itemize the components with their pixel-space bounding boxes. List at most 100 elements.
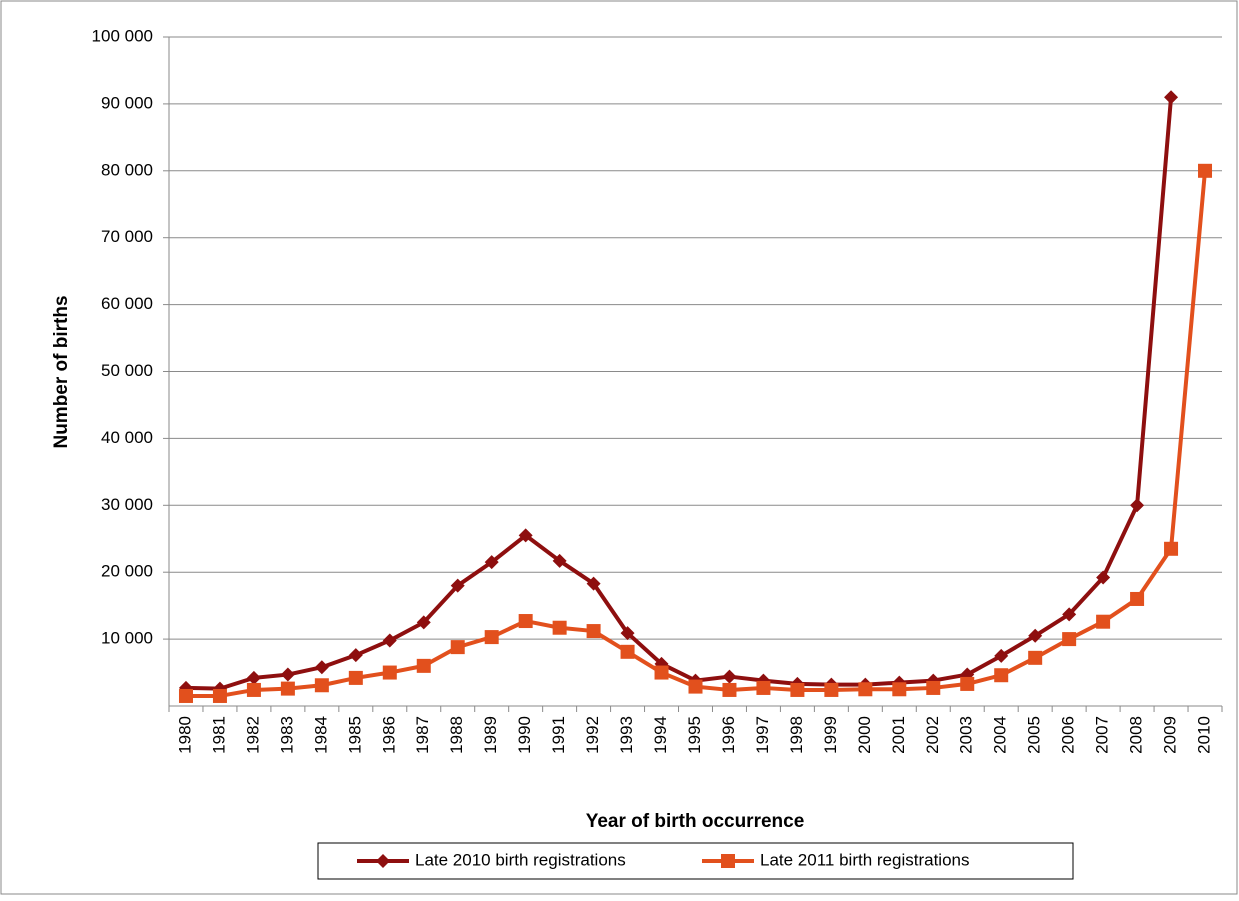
data-point bbox=[620, 626, 635, 641]
data-point bbox=[994, 648, 1009, 663]
x-tick-label: 1981 bbox=[209, 716, 228, 754]
data-point bbox=[416, 658, 431, 673]
y-tick-label: 80 000 bbox=[101, 160, 153, 179]
data-point bbox=[450, 640, 465, 655]
data-point bbox=[1130, 498, 1145, 513]
x-tick-label: 1983 bbox=[277, 716, 296, 754]
y-tick-label: 10 000 bbox=[101, 629, 153, 648]
data-point bbox=[586, 624, 601, 639]
data-point bbox=[518, 528, 533, 543]
y-tick-label: 30 000 bbox=[101, 495, 153, 514]
y-tick-label: 20 000 bbox=[101, 562, 153, 581]
data-point bbox=[382, 665, 397, 680]
x-tick-label: 2007 bbox=[1093, 716, 1112, 754]
x-tick-label: 1990 bbox=[515, 716, 534, 754]
data-point bbox=[994, 668, 1009, 683]
data-point bbox=[416, 615, 431, 630]
x-tick-label: 1993 bbox=[617, 716, 636, 754]
data-point bbox=[246, 670, 261, 685]
data-point bbox=[586, 576, 601, 591]
legend-marker bbox=[376, 854, 390, 868]
data-point bbox=[1130, 591, 1145, 606]
data-point bbox=[1096, 614, 1111, 629]
y-tick-label: 40 000 bbox=[101, 428, 153, 447]
x-tick-label: 1999 bbox=[821, 716, 840, 754]
x-tick-label: 1991 bbox=[549, 716, 568, 754]
x-tick-label: 1992 bbox=[583, 716, 602, 754]
x-tick-label: 2010 bbox=[1195, 716, 1214, 754]
y-axis-title: Number of births bbox=[51, 295, 72, 448]
legend-marker bbox=[721, 854, 735, 868]
data-point bbox=[246, 682, 261, 697]
x-tick-label: 1988 bbox=[447, 716, 466, 754]
x-tick-label: 1980 bbox=[175, 716, 194, 754]
x-tick-label: 1989 bbox=[481, 716, 500, 754]
data-point bbox=[1164, 90, 1179, 105]
data-point bbox=[620, 644, 635, 659]
x-tick-label: 2009 bbox=[1161, 716, 1180, 754]
y-tick-label: 70 000 bbox=[101, 227, 153, 246]
y-tick-label: 60 000 bbox=[101, 294, 153, 313]
data-point bbox=[484, 630, 499, 645]
data-point bbox=[314, 678, 329, 693]
data-point bbox=[484, 555, 499, 570]
x-tick-label: 2001 bbox=[889, 716, 908, 754]
x-tick-label: 2006 bbox=[1059, 716, 1078, 754]
data-point bbox=[722, 682, 737, 697]
y-tick-label: 90 000 bbox=[101, 93, 153, 112]
data-point bbox=[756, 680, 771, 695]
x-tick-label: 1995 bbox=[685, 716, 704, 754]
x-tick-label: 2004 bbox=[991, 716, 1010, 754]
data-point bbox=[348, 648, 363, 663]
data-point bbox=[960, 676, 975, 691]
data-point bbox=[552, 620, 567, 635]
data-point bbox=[926, 680, 941, 695]
x-tick-label: 1986 bbox=[379, 716, 398, 754]
data-point bbox=[824, 682, 839, 697]
x-tick-label: 1982 bbox=[243, 716, 262, 754]
data-point bbox=[1028, 650, 1043, 665]
series-line bbox=[185, 97, 1174, 691]
data-point bbox=[450, 578, 465, 593]
data-point bbox=[790, 682, 805, 697]
x-tick-label: 1985 bbox=[345, 716, 364, 754]
x-tick-label: 2000 bbox=[855, 716, 874, 754]
data-point bbox=[552, 553, 567, 568]
data-point bbox=[518, 614, 533, 629]
data-point bbox=[348, 670, 363, 685]
x-tick-label: 2002 bbox=[923, 716, 942, 754]
x-tick-label: 2003 bbox=[957, 716, 976, 754]
x-tick-label: 1998 bbox=[787, 716, 806, 754]
data-point bbox=[688, 679, 703, 694]
data-point bbox=[1198, 163, 1213, 178]
data-point bbox=[212, 688, 227, 703]
x-axis-title: Year of birth occurrence bbox=[586, 811, 805, 832]
data-point bbox=[382, 633, 397, 648]
legend-label: Late 2010 birth registrations bbox=[415, 850, 626, 869]
x-tick-label: 1994 bbox=[651, 716, 670, 754]
x-tick-label: 2005 bbox=[1025, 716, 1044, 754]
x-tick-label: 2008 bbox=[1127, 716, 1146, 754]
data-point bbox=[892, 682, 907, 697]
data-point bbox=[1062, 607, 1077, 622]
y-tick-label: 50 000 bbox=[101, 361, 153, 380]
x-tick-label: 1984 bbox=[311, 716, 330, 754]
x-tick-label: 1987 bbox=[413, 716, 432, 754]
x-tick-label: 1996 bbox=[719, 716, 738, 754]
data-point bbox=[314, 660, 329, 675]
data-point bbox=[178, 688, 193, 703]
legend-box bbox=[317, 842, 1074, 880]
data-point bbox=[1062, 632, 1077, 647]
data-point bbox=[1028, 628, 1043, 643]
data-point bbox=[280, 681, 295, 696]
data-point bbox=[722, 669, 737, 684]
legend-label: Late 2011 birth registrations bbox=[760, 850, 969, 869]
data-point bbox=[1096, 570, 1111, 585]
data-point bbox=[654, 665, 669, 680]
y-tick-label: 100 000 bbox=[92, 26, 153, 45]
x-tick-label: 1997 bbox=[753, 716, 772, 754]
data-point bbox=[1164, 541, 1179, 556]
data-point bbox=[858, 682, 873, 697]
